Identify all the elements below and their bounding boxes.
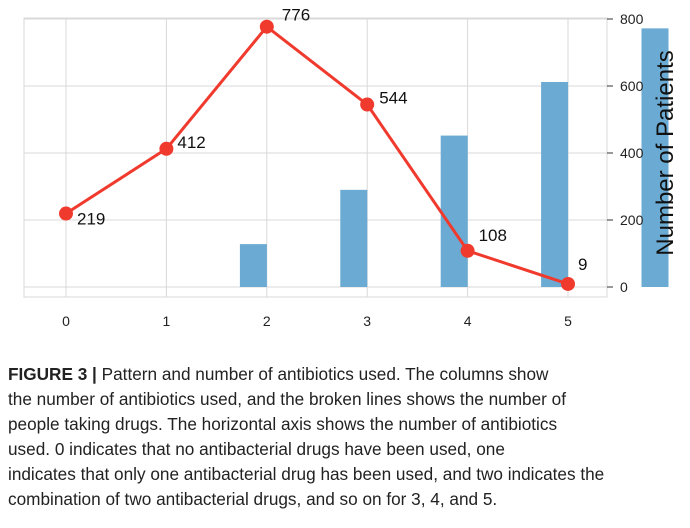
bar [541, 81, 569, 287]
bar [440, 135, 468, 287]
caption-line: the number of antibiotics used, and the … [8, 389, 566, 409]
series-line [65, 25, 569, 286]
bar [340, 189, 368, 287]
line-point [360, 97, 375, 112]
bar-series [239, 28, 669, 287]
x-axis-ticks: 0 1 2 3 4 5 [62, 313, 572, 329]
y-tick-label: 800 [620, 11, 644, 27]
data-label: 108 [479, 226, 507, 245]
data-label: 544 [379, 89, 407, 108]
caption-line: Pattern and number of antibiotics used. … [101, 364, 549, 384]
y-tick-label: 400 [620, 145, 644, 161]
x-tick-label: 2 [263, 313, 271, 329]
y-tick-label: 200 [620, 212, 644, 228]
figure-caption: FIGURE 3 | Pattern and number of antibio… [8, 362, 684, 512]
y-tick-label: 600 [620, 78, 644, 94]
chart-grid [24, 18, 607, 297]
x-tick-label: 5 [564, 313, 572, 329]
data-label: 776 [282, 6, 310, 25]
x-tick-label: 1 [163, 313, 171, 329]
caption-label: FIGURE 3 | [8, 364, 97, 384]
line-series: 219 412 776 544 108 9 [59, 6, 587, 291]
bar [239, 244, 267, 287]
caption-line: used. 0 indicates that no antibacterial … [8, 439, 505, 459]
line-point [159, 141, 174, 156]
x-tick-label: 0 [62, 313, 70, 329]
y-axis-right-ticks: 0 200 400 600 800 [607, 11, 644, 295]
line-point [561, 276, 575, 291]
y-axis-label: Number of Patients [652, 50, 679, 255]
y-tick-label: 0 [620, 279, 628, 295]
data-label: 9 [578, 255, 587, 274]
plot-area-frame [23, 17, 608, 298]
line-point [59, 206, 73, 221]
line-point [460, 243, 475, 258]
caption-line: combination of two antibacterial drugs, … [8, 489, 498, 509]
line-point [259, 19, 274, 34]
bar [641, 28, 669, 287]
caption-line: indicates that only one antibacterial dr… [8, 464, 605, 484]
x-tick-label: 4 [464, 313, 472, 329]
chart: 219 412 776 544 108 9 0 1 2 3 4 5 0 200 400 600 800 Nu… [23, 6, 679, 329]
caption-line: people taking drugs. The horizontal axis… [8, 414, 558, 434]
data-label: 412 [177, 133, 205, 152]
data-label: 219 [77, 210, 105, 229]
x-tick-label: 3 [363, 313, 371, 329]
